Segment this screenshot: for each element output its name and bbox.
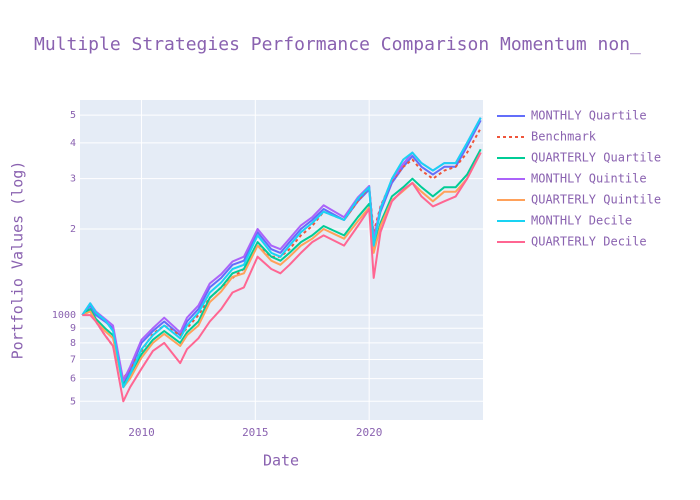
lines [81, 117, 482, 403]
chart-title: Multiple Strategies Performance Comparis… [34, 34, 641, 55]
legend: MONTHLY Quartile Benchmark QUARTERLY Quart… [497, 109, 661, 249]
legend-label: MONTHLY Quintile [531, 172, 647, 186]
x-tick-label: 2010 [128, 426, 155, 439]
x-tick-label: 2020 [356, 426, 383, 439]
y-tick-label: 1000 [52, 310, 76, 321]
y-tick-label: 7 [70, 354, 76, 365]
y-tick-label: 5 [70, 396, 76, 407]
series-line [81, 117, 482, 389]
y-tick-label: 2 [70, 224, 76, 235]
y-axis-title: Portfolio Values (log) [9, 161, 27, 360]
y-tick-label: 9 [70, 323, 76, 334]
legend-label: MONTHLY Decile [531, 214, 632, 228]
x-axis-title: Date [263, 452, 299, 470]
y-tick-label: 8 [70, 338, 76, 349]
labels: 5 6 7 8 9 1000 2 3 4 5 2010 2015 2020 [52, 110, 383, 439]
legend-label: QUARTERLY Decile [531, 235, 647, 249]
series-line [81, 127, 482, 380]
y-tick-label: 5 [70, 110, 76, 121]
series-line [82, 152, 482, 403]
legend-label: QUARTERLY Quartile [531, 151, 661, 165]
legend-label: MONTHLY Quartile [531, 109, 647, 123]
legend-label: QUARTERLY Quintile [531, 193, 661, 207]
y-tick-label: 3 [70, 174, 76, 185]
x-tick-label: 2015 [242, 426, 269, 439]
y-tick-label: 6 [70, 374, 76, 385]
legend-label: Benchmark [531, 130, 597, 144]
y-tick-label: 4 [70, 138, 76, 149]
